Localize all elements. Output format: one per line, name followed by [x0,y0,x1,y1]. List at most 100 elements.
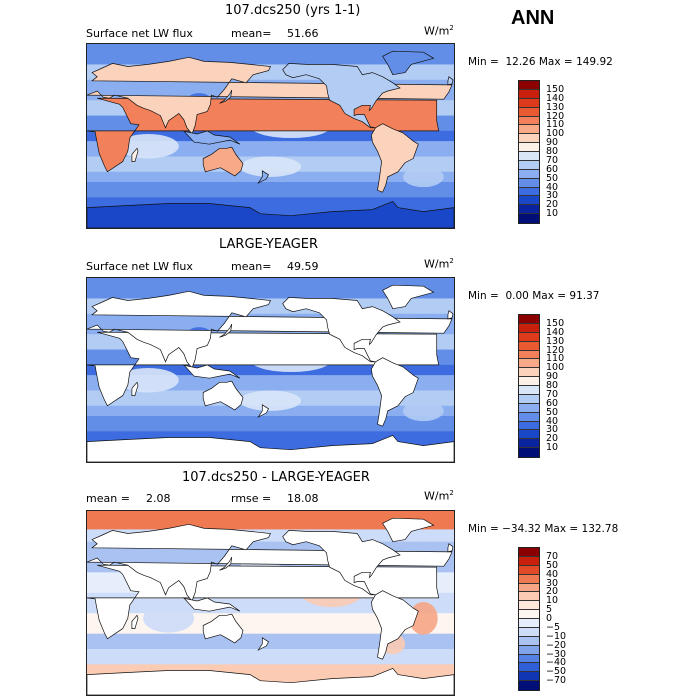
landmass-na [282,530,401,596]
colorbar-swatch [519,125,539,135]
colorbar-swatch [519,350,539,360]
colorbar-swatch [519,394,539,404]
colorbar-tick-label: 150 [546,317,565,329]
landmass-nz [257,170,269,184]
landmass-eurasia [87,523,453,602]
colorbar-swatch [519,332,539,342]
landmass-indonesia [182,364,241,379]
field-blob [117,133,179,159]
colorbar-swatch [519,610,539,619]
colorbar-tick-label: 140 [546,326,565,338]
panel-3-rmse-value: 18.08 [287,492,319,505]
landmass-uk [447,310,454,320]
landmass-greenland [382,50,435,76]
landmass-uk [447,76,454,86]
colorbar-swatch [519,672,539,682]
colorbar-swatch [519,636,539,646]
panel-3-mean-label: mean = [86,492,130,505]
colorbar-swatch [519,116,539,126]
landmass-sa [371,123,419,193]
field-blob [239,156,302,177]
colorbar-tick-label: 30 [546,190,559,202]
colorbar-swatch [519,565,539,575]
landmass-japan [219,323,233,338]
colorbar-swatch [519,81,539,90]
colorbar-tick-label: −50 [546,666,567,678]
colorbar-swatch [519,663,539,673]
colorbar-swatch [519,627,539,637]
colorbar-tick-label: 80 [546,380,559,391]
colorbar-tick-label: 10 [546,595,559,607]
colorbar-tick-label: 70 [546,388,559,400]
colorbar-tick-label: 90 [546,137,559,149]
colorbar-tick-label: 40 [546,181,559,193]
panel-2-units: W/m2 [424,257,454,271]
colorbar-tick-label: −40 [546,657,567,669]
colorbar-swatch [519,187,539,197]
field-band [87,511,454,530]
landmass-madagascar [131,381,139,396]
field-band [87,633,454,650]
colorbar-swatch [519,583,539,593]
panel-1-minmax: Min = 12.26 Max = 149.92 [468,56,613,68]
colorbar-tick-label: 50 [546,406,559,418]
landmass-antarctica [87,200,454,228]
colorbar-swatch [519,439,539,449]
panel-2-map [86,277,455,463]
landmass-na [282,297,401,363]
colorbar-swatch [519,214,539,223]
panel-2-colorbar-labels: 150 140 130 120 110 100 90 80 70 60 50 40 30 20 10 [546,314,576,458]
colorbar-tick-label: 20 [546,586,559,598]
landmass-aus [202,613,244,644]
field-band [87,405,454,417]
colorbar-tick-label: 40 [546,568,559,580]
field-blob [403,166,444,188]
landmass-aus [202,380,244,411]
landmass-japan [219,556,233,571]
panel-1-mean-label: mean= [231,27,272,40]
field-blob [117,367,179,393]
colorbar-tick-label: 120 [546,110,565,122]
landmass-antarctica [87,667,454,695]
colorbar-tick-label: 140 [546,92,565,104]
colorbar-swatch [519,377,539,386]
landmass-madagascar [131,147,139,162]
colorbar-swatch [519,107,539,117]
panel-3-title: 107.dcs250 - LARGE-YEAGER [182,470,370,485]
field-band [87,649,454,665]
colorbar-swatch [519,592,539,602]
colorbar-tick-label: 110 [546,353,565,365]
panel-2-field-label: Surface net LW flux [86,260,193,273]
colorbar-tick-label: 60 [546,397,559,409]
colorbar-tick-label: 100 [546,128,565,140]
colorbar-swatch [519,421,539,431]
colorbar-tick-label: 0 [546,613,553,624]
landmass-greenland [382,284,435,310]
colorbar-tick-label: 130 [546,335,565,347]
colorbar-tick-label: 20 [546,433,559,445]
colorbar-tick-label: 5 [546,604,553,616]
field-band [87,416,454,432]
colorbar-tick-label: 60 [546,163,559,175]
colorbar-swatch [519,205,539,215]
colorbar-tick-label: −20 [546,639,567,651]
field-blob [403,400,444,422]
field-band [87,141,454,157]
panel-3-colorbar [518,547,540,691]
panel-1-units: W/m2 [424,24,454,38]
colorbar-tick-label: 90 [546,371,559,383]
colorbar-tick-label: 20 [546,199,559,211]
colorbar-tick-label: 30 [546,424,559,436]
colorbar-tick-label: 30 [546,577,559,589]
colorbar-swatch [519,619,539,628]
colorbar-swatch [519,403,539,413]
colorbar-tick-label: 40 [546,415,559,427]
colorbar-swatch [519,315,539,324]
colorbar-swatch [519,601,539,611]
colorbar-tick-label: 10 [546,442,559,454]
field-blob [239,390,302,411]
panel-2-minmax: Min = 0.00 Max = 91.37 [468,290,600,302]
panel-1-colorbar [518,80,540,224]
landmass-eurasia [87,290,453,369]
colorbar-tick-label: 130 [546,101,565,113]
